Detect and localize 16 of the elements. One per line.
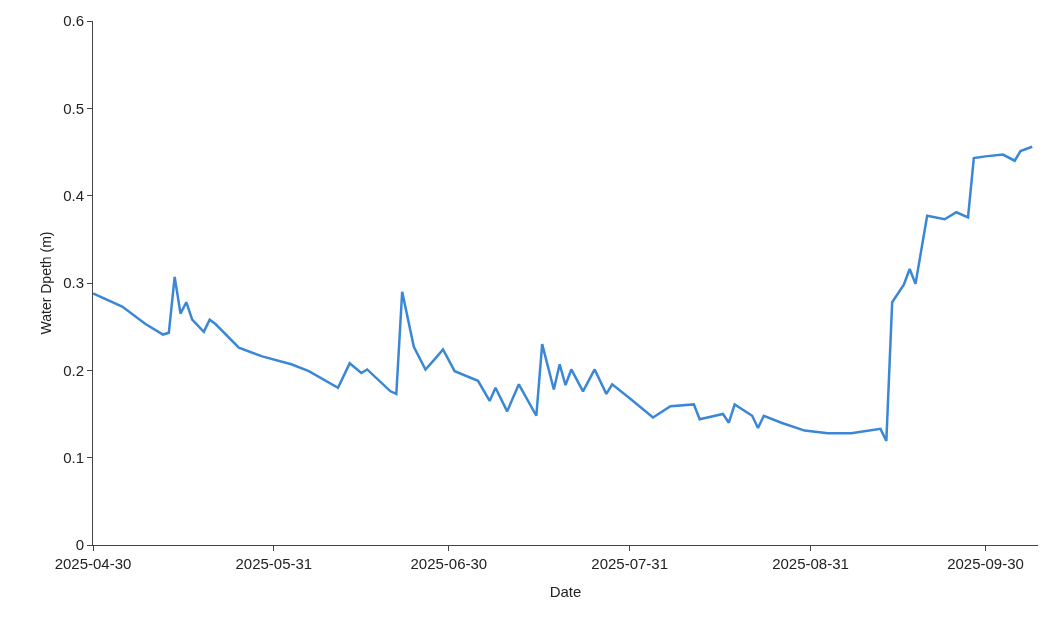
- y-tick-label: 0.6: [63, 12, 84, 30]
- x-tick-label: 2025-04-30: [54, 555, 132, 572]
- y-tick-label: 0.5: [63, 99, 84, 117]
- y-tick-label: 0.3: [63, 274, 84, 292]
- y-tick-label: 0: [75, 536, 84, 554]
- x-axis-title: Date: [549, 583, 582, 600]
- x-tick-label: 2025-06-30: [410, 555, 488, 572]
- x-tick-label: 2025-07-31: [591, 555, 669, 572]
- y-tick-label: 0.4: [63, 186, 84, 204]
- y-tick-label: 0.2: [63, 361, 84, 379]
- x-tick-label: 2025-08-31: [772, 555, 849, 572]
- x-tick-label: 2025-05-31: [235, 555, 313, 572]
- y-axis-title: Water Dpeth (m): [37, 231, 54, 335]
- x-tick-label: 2025-09-30: [947, 555, 1024, 572]
- line-series: [93, 145, 1034, 443]
- y-tick-label: 0.1: [63, 448, 84, 466]
